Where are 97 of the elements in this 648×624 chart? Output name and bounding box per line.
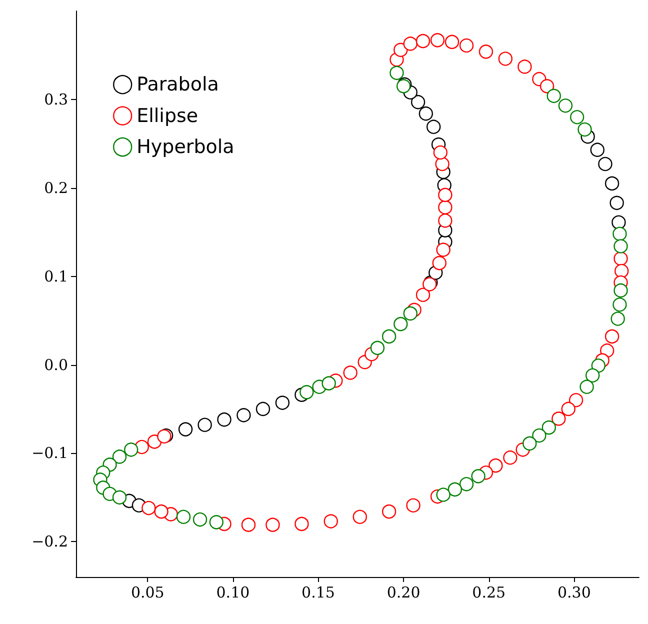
point bbox=[488, 458, 503, 473]
point bbox=[604, 329, 620, 344]
point bbox=[612, 298, 627, 312]
legend-label: Hyperbola bbox=[136, 136, 234, 158]
point bbox=[438, 200, 452, 214]
y-tick-label: 0.3 bbox=[44, 90, 68, 108]
point bbox=[518, 60, 532, 74]
point bbox=[561, 402, 576, 416]
point bbox=[352, 510, 367, 524]
point bbox=[410, 94, 426, 110]
point bbox=[294, 516, 309, 532]
point bbox=[610, 196, 624, 210]
point bbox=[612, 226, 627, 241]
point bbox=[236, 408, 251, 422]
point bbox=[580, 380, 594, 394]
point bbox=[586, 368, 600, 382]
point bbox=[612, 215, 626, 230]
x-tick-label: 0.10 bbox=[216, 584, 250, 602]
point bbox=[590, 142, 604, 157]
point bbox=[433, 145, 448, 160]
point bbox=[322, 376, 336, 390]
point bbox=[343, 366, 358, 380]
point bbox=[542, 420, 556, 435]
point bbox=[209, 515, 224, 530]
point bbox=[112, 490, 127, 505]
point bbox=[604, 176, 620, 191]
point bbox=[266, 518, 280, 532]
point bbox=[418, 106, 434, 121]
point bbox=[522, 436, 537, 451]
point bbox=[435, 156, 450, 172]
point bbox=[503, 450, 518, 465]
point bbox=[614, 252, 628, 266]
legend-label: Parabola bbox=[136, 74, 219, 96]
point bbox=[532, 428, 546, 443]
point bbox=[432, 256, 446, 270]
point bbox=[610, 312, 625, 326]
legend-label: Ellipse bbox=[136, 104, 198, 127]
point bbox=[426, 120, 441, 134]
point bbox=[591, 358, 606, 373]
point bbox=[300, 385, 314, 400]
point bbox=[558, 98, 573, 113]
y-tick-label: −0.2 bbox=[32, 532, 68, 551]
point bbox=[459, 477, 474, 492]
point bbox=[217, 412, 232, 427]
point bbox=[324, 514, 338, 528]
point bbox=[552, 412, 566, 426]
point bbox=[448, 482, 462, 497]
x-tick-label: 0.20 bbox=[386, 584, 420, 602]
point bbox=[394, 42, 408, 58]
point bbox=[478, 44, 494, 59]
y-tick-label: 0.0 bbox=[44, 356, 68, 374]
y-tick-label: 0.1 bbox=[44, 267, 68, 286]
point bbox=[570, 110, 584, 124]
point bbox=[198, 418, 212, 432]
point bbox=[142, 500, 156, 516]
point bbox=[546, 88, 561, 103]
point bbox=[498, 52, 513, 66]
point bbox=[598, 156, 612, 172]
point bbox=[471, 469, 486, 484]
x-tick-label: 0.25 bbox=[472, 584, 506, 602]
x-tick-label: 0.15 bbox=[302, 584, 335, 602]
point bbox=[614, 264, 629, 278]
point bbox=[256, 402, 270, 416]
point bbox=[192, 512, 208, 527]
point bbox=[403, 36, 418, 51]
point bbox=[416, 34, 430, 48]
point bbox=[178, 422, 193, 436]
point bbox=[416, 288, 430, 302]
y-tick-label: 0.2 bbox=[44, 178, 68, 197]
x-tick-label: 0.05 bbox=[130, 584, 164, 602]
point bbox=[540, 79, 554, 94]
point bbox=[241, 518, 256, 532]
point bbox=[154, 504, 168, 519]
point bbox=[176, 510, 191, 524]
point bbox=[578, 122, 592, 137]
point bbox=[124, 442, 138, 457]
point bbox=[436, 488, 450, 502]
y-tick-label: −0.1 bbox=[32, 444, 68, 462]
point bbox=[614, 283, 628, 298]
point bbox=[444, 34, 460, 50]
point bbox=[390, 66, 404, 80]
point bbox=[568, 393, 584, 408]
point bbox=[403, 306, 418, 321]
point bbox=[275, 396, 290, 410]
point bbox=[370, 340, 385, 356]
point bbox=[459, 38, 474, 53]
point bbox=[438, 214, 452, 228]
x-tick-label: 0.30 bbox=[557, 584, 591, 602]
point bbox=[614, 239, 628, 254]
point bbox=[430, 33, 445, 48]
point bbox=[382, 329, 396, 344]
point bbox=[394, 316, 408, 332]
point bbox=[436, 242, 450, 257]
point bbox=[112, 450, 127, 464]
point bbox=[438, 188, 452, 202]
point bbox=[382, 504, 396, 519]
point bbox=[406, 498, 420, 512]
